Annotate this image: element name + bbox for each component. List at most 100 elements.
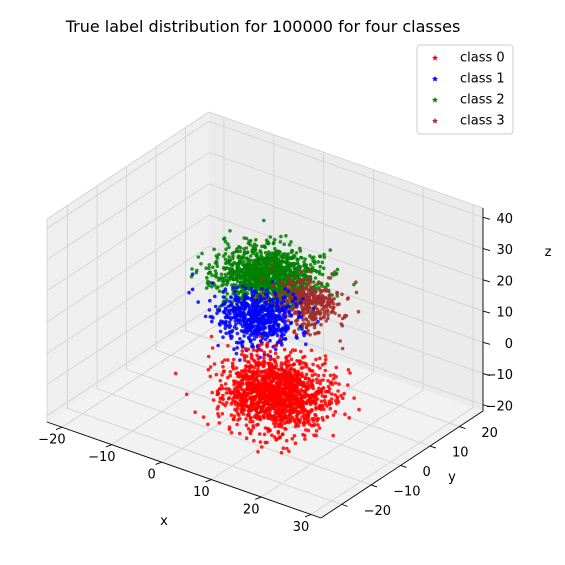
data-point	[217, 414, 221, 419]
data-points	[173, 218, 361, 455]
data-point	[267, 390, 271, 395]
data-point	[252, 365, 257, 370]
data-point	[286, 289, 291, 294]
data-point	[283, 295, 287, 300]
data-point	[312, 317, 317, 322]
data-point	[262, 350, 267, 355]
data-point	[283, 337, 288, 341]
data-point	[304, 420, 309, 425]
data-point	[251, 324, 255, 329]
data-point	[220, 396, 224, 401]
data-point	[318, 264, 323, 269]
data-point	[293, 376, 298, 381]
data-point	[228, 299, 232, 304]
data-point	[291, 284, 296, 289]
data-point	[326, 379, 330, 383]
data-point	[249, 354, 254, 359]
data-point	[252, 275, 257, 280]
data-point	[279, 425, 284, 429]
data-point	[266, 353, 270, 357]
data-point	[229, 302, 234, 306]
data-point	[275, 380, 279, 384]
data-point	[293, 270, 297, 275]
data-point	[312, 259, 317, 264]
chart-title: True label distribution for 100000 for f…	[65, 17, 461, 36]
data-point	[281, 305, 285, 310]
data-point	[298, 246, 302, 251]
data-point	[229, 316, 234, 320]
data-point	[325, 415, 330, 419]
data-point	[244, 246, 249, 250]
data-point	[241, 369, 246, 374]
tick-mark	[205, 479, 212, 483]
data-point	[278, 280, 283, 285]
data-point	[251, 308, 255, 313]
data-point	[246, 335, 251, 340]
data-point	[292, 263, 296, 267]
data-point	[286, 364, 290, 368]
data-point	[323, 354, 328, 358]
data-point	[302, 276, 306, 280]
data-point	[299, 255, 304, 260]
data-point	[299, 278, 304, 282]
data-point	[266, 271, 271, 275]
data-point	[279, 290, 284, 294]
data-point	[220, 360, 225, 365]
data-point	[290, 389, 294, 394]
data-point	[235, 385, 239, 390]
data-point	[272, 390, 277, 394]
data-point	[190, 267, 194, 271]
data-point	[316, 319, 320, 324]
data-point	[331, 433, 336, 438]
data-point	[241, 307, 246, 311]
x-tick-label: −10	[88, 450, 115, 465]
data-point	[341, 396, 345, 401]
data-point	[340, 346, 345, 351]
data-point	[248, 323, 253, 328]
data-point	[245, 251, 249, 255]
data-point	[223, 315, 228, 320]
data-point	[226, 304, 231, 309]
data-point	[221, 282, 226, 287]
data-point	[226, 344, 230, 348]
data-point	[329, 392, 334, 396]
data-point	[209, 334, 214, 339]
data-point	[304, 325, 309, 330]
data-point	[288, 383, 292, 387]
data-point	[326, 276, 331, 280]
tick-mark	[459, 426, 466, 429]
data-point	[297, 310, 302, 315]
data-point	[243, 330, 247, 334]
data-point	[296, 267, 301, 272]
data-point	[208, 365, 213, 369]
data-point	[278, 265, 283, 269]
z-tick-label: 10	[496, 306, 513, 321]
data-point	[241, 319, 245, 323]
data-point	[265, 312, 270, 317]
data-point	[290, 437, 295, 441]
data-point	[217, 308, 222, 313]
data-point	[279, 364, 284, 368]
data-point	[246, 347, 251, 352]
data-point	[251, 250, 256, 254]
data-point	[227, 331, 232, 335]
data-point	[333, 381, 338, 385]
data-point	[313, 372, 317, 377]
y-axis-line	[320, 410, 484, 519]
data-point	[305, 413, 310, 417]
data-point	[248, 419, 252, 424]
data-point	[207, 263, 212, 267]
data-point	[257, 267, 262, 272]
axis-lines	[46, 111, 484, 519]
data-point	[297, 391, 302, 396]
data-point	[284, 405, 289, 409]
data-point	[251, 419, 255, 424]
data-point	[343, 412, 347, 417]
data-point	[231, 364, 235, 368]
data-point	[301, 318, 305, 322]
z-tick-label: 30	[496, 243, 513, 258]
data-point	[295, 262, 300, 266]
data-point	[243, 286, 248, 291]
data-point	[273, 400, 278, 405]
data-point	[208, 270, 212, 275]
